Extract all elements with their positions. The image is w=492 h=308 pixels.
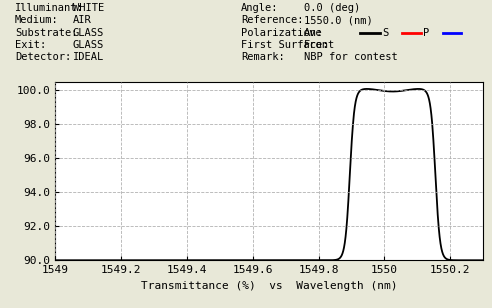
X-axis label: Transmittance (%)  vs  Wavelength (nm): Transmittance (%) vs Wavelength (nm) [141, 281, 398, 291]
Text: GLASS: GLASS [73, 40, 104, 50]
Text: Angle:: Angle: [241, 3, 278, 13]
Text: AIR: AIR [73, 15, 92, 25]
Text: Reference:: Reference: [241, 15, 304, 25]
Text: GLASS: GLASS [73, 28, 104, 38]
Text: 1550.0 (nm): 1550.0 (nm) [304, 15, 373, 25]
Text: 0.0 (deg): 0.0 (deg) [304, 3, 360, 13]
Text: P: P [423, 28, 429, 38]
Text: Exit:: Exit: [15, 40, 46, 50]
Text: S: S [382, 28, 388, 38]
Text: Illuminant:: Illuminant: [15, 3, 84, 13]
Text: First Surface:: First Surface: [241, 40, 329, 50]
Text: Substrate:: Substrate: [15, 28, 77, 38]
Text: WHITE: WHITE [73, 3, 104, 13]
Text: Medium:: Medium: [15, 15, 59, 25]
Text: Detector:: Detector: [15, 52, 71, 62]
Text: NBP for contest: NBP for contest [304, 52, 398, 62]
Text: Polarization:: Polarization: [241, 28, 322, 38]
Text: Ave: Ave [304, 28, 323, 38]
Text: Front: Front [304, 40, 336, 50]
Text: IDEAL: IDEAL [73, 52, 104, 62]
Text: Remark:: Remark: [241, 52, 285, 62]
